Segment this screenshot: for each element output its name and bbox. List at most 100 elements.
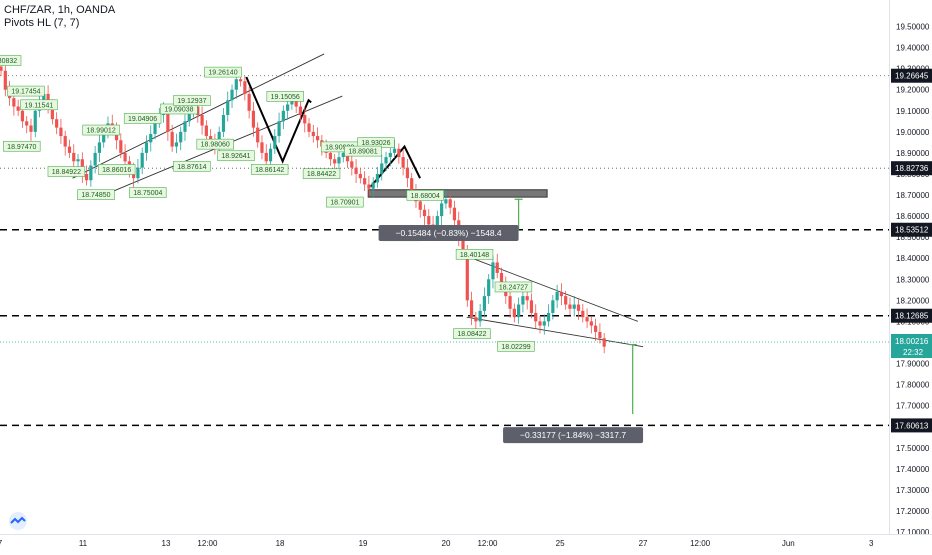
candle-body [277,121,281,137]
pivot-label: 18.98060 [201,142,230,149]
y-tick-label: 19.10000 [896,107,930,116]
trend-line [72,53,325,179]
pivot-label-box [250,164,289,175]
y-tick-label: 17.10000 [896,528,930,537]
pivot-label: 19.17454 [11,89,40,96]
level-tag [891,222,932,237]
candle-body [119,140,123,153]
candle-body [341,152,345,158]
x-tick-label: 25 [556,539,565,548]
y-tick-label: 19.00000 [896,128,930,137]
pivot-label: 18.68004 [411,193,440,200]
candle-body [542,321,546,326]
candle-body [256,127,260,143]
candle-body [179,131,183,143]
candle-body [260,142,264,153]
countdown-label: 22:32 [903,348,924,357]
candle-body [170,131,174,147]
candle-body [200,114,204,126]
candle-body [559,291,563,297]
measure-label: −0.33177 (−1.84%) −3317.7 [520,430,626,440]
price-axis-separator [889,0,890,534]
x-tick-label: 11 [79,539,88,548]
x-tick-label: 7 [0,539,3,548]
candle-body [350,161,354,168]
candle-body [67,146,72,153]
candle-body [546,312,551,322]
candle-body [247,93,251,111]
candle-body [59,127,63,137]
candle-body [286,104,290,111]
candle-body [89,165,93,181]
candle-body [307,123,311,132]
candle-body [149,133,153,143]
candle-body [572,304,576,309]
pivot-label-box [97,164,136,175]
pivot-label: 18.84922 [52,169,81,176]
candle-body [602,338,606,347]
candle-body [469,300,474,318]
candle-body [264,152,268,162]
pivot-label-box [47,166,86,177]
candle-body [238,79,243,82]
x-tick-label: 13 [162,539,171,548]
x-tick-label: 20 [442,539,451,548]
candle-body [585,317,589,322]
pivot-label: 19.09038 [164,106,193,113]
pivot-label-box [173,95,211,106]
pivot-label-box [455,249,494,260]
candle-body [174,142,179,147]
candle-body [444,199,448,204]
pivot-label-box [494,281,533,293]
pivot-label-box [497,341,535,352]
candle-body [422,209,427,217]
candle-body [405,167,410,179]
candle-body [418,201,422,210]
pivot-label: 18.87614 [177,164,206,171]
candle-body [375,173,380,183]
current-price-label: 18.00216 [895,337,929,346]
indicator-legend[interactable]: Pivots HL (7, 7) [4,17,80,29]
candle-body [333,159,337,164]
x-tick-label: 3 [869,539,874,548]
pivot-label: 18.40148 [460,252,489,259]
pivot-label: 19.26140 [208,70,237,77]
candle-body [512,308,516,318]
resistance-zone [367,189,548,198]
level-tag [891,68,932,83]
pivot-label-box [77,189,115,201]
candle-body [230,89,234,101]
pivot-label-box [123,113,162,124]
candle-body [345,152,350,162]
pivot-label-box [196,138,234,150]
pivot-label: 18.86142 [255,167,284,174]
y-tick-label: 17.30000 [896,486,930,495]
candle-body [555,291,559,301]
candle-body [273,136,277,149]
tradingview-logo-icon[interactable] [6,512,30,535]
candle-body [136,167,140,179]
candle-body [384,157,388,164]
candle-body [576,304,581,311]
pivot-label-box [129,187,167,198]
pivot-label-box [3,140,41,152]
candle-body [29,125,33,132]
y-tick-label: 19.50000 [896,23,930,32]
y-tick-label: 17.50000 [896,444,930,453]
candle-body [251,110,256,128]
candle-body [397,148,401,158]
candle-body [93,152,97,166]
pivot-label: 18.24727 [499,284,528,291]
candle-body [598,331,602,339]
candle-body [303,114,307,124]
pivot-label: 18.08422 [457,331,486,338]
candle-body [153,121,157,134]
candle-body [568,304,572,309]
x-tick-label: 12:00 [690,539,711,548]
level-tag [891,161,932,176]
candle-body [315,136,320,141]
y-tick-label: 19.40000 [896,44,930,53]
candle-body [371,182,375,189]
